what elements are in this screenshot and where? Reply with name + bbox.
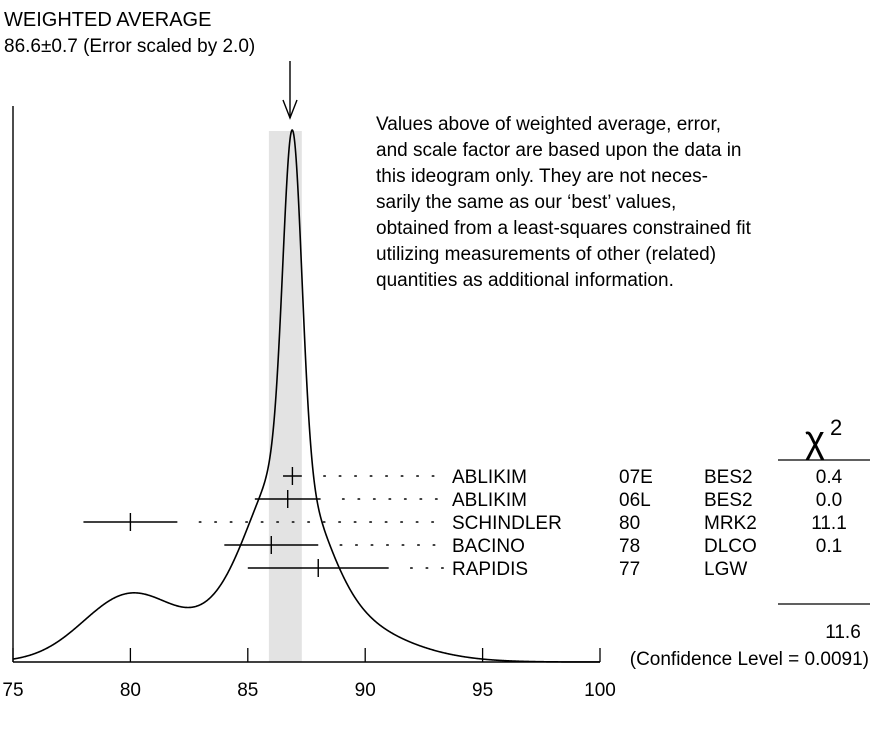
- note-text: Values above of weighted average, error,…: [376, 114, 752, 291]
- measurement-row: BACINO 78 DLCO 0.1: [224, 536, 842, 557]
- x-tick-label: 80: [120, 680, 141, 701]
- measurement-row: ABLIKIM 06L BES2 0.0: [254, 490, 842, 511]
- technique-label: BES2: [704, 490, 753, 511]
- note-line: this ideogram only. They are not neces-: [376, 166, 708, 187]
- x-tick-label: 85: [237, 680, 258, 701]
- x-axis-ticks: 75 80 85 90 95 100: [2, 648, 616, 701]
- year-label: 77: [619, 559, 640, 580]
- x-tick-label: 100: [584, 680, 616, 701]
- year-label: 06L: [619, 490, 651, 511]
- measurement-row: SCHINDLER 80 MRK2 11.1: [83, 513, 847, 534]
- chi2-header: χ: [805, 419, 825, 461]
- technique-label: DLCO: [704, 536, 757, 557]
- chi2-value: 0.4: [816, 467, 843, 488]
- x-tick-label: 90: [355, 680, 376, 701]
- measurement-row: ABLIKIM 07E BES2 0.4: [283, 467, 843, 488]
- confidence-level: (Confidence Level = 0.0091): [630, 649, 869, 670]
- year-label: 78: [619, 536, 640, 557]
- chart-subtitle: 86.6±0.7 (Error scaled by 2.0): [4, 36, 255, 57]
- note-line: obtained from a least-squares constraine…: [376, 218, 752, 239]
- x-tick-label: 95: [472, 680, 493, 701]
- chi2-value: 0.0: [816, 490, 842, 511]
- x-tick-label: 75: [2, 680, 23, 701]
- note-line: Values above of weighted average, error,: [376, 114, 721, 135]
- ideogram-curve: [12, 129, 601, 663]
- measurement-row: RAPIDIS 77 LGW: [247, 559, 747, 580]
- technique-label: LGW: [704, 559, 747, 580]
- chi2-value: 0.1: [816, 536, 842, 557]
- technique-label: BES2: [704, 467, 753, 488]
- chi2-superscript: 2: [830, 415, 842, 440]
- author-label: ABLIKIM: [452, 490, 527, 511]
- year-label: 07E: [619, 467, 653, 488]
- author-label: BACINO: [452, 536, 525, 557]
- chart-title: WEIGHTED AVERAGE: [4, 9, 211, 31]
- technique-label: MRK2: [704, 513, 757, 534]
- note-line: utilizing measurements of other (related…: [376, 244, 716, 265]
- chi2-value: 11.1: [811, 513, 847, 534]
- author-label: ABLIKIM: [452, 467, 527, 488]
- note-line: and scale factor are based upon the data…: [376, 140, 741, 161]
- year-label: 80: [619, 513, 640, 534]
- weighted-average-arrow: [282, 61, 298, 120]
- note-line: quantities as additional information.: [376, 270, 674, 291]
- author-label: RAPIDIS: [452, 559, 528, 580]
- author-label: SCHINDLER: [452, 513, 562, 534]
- note-line: sarily the same as our ‘best’ values,: [376, 192, 676, 213]
- chi2-total: 11.6: [825, 622, 861, 643]
